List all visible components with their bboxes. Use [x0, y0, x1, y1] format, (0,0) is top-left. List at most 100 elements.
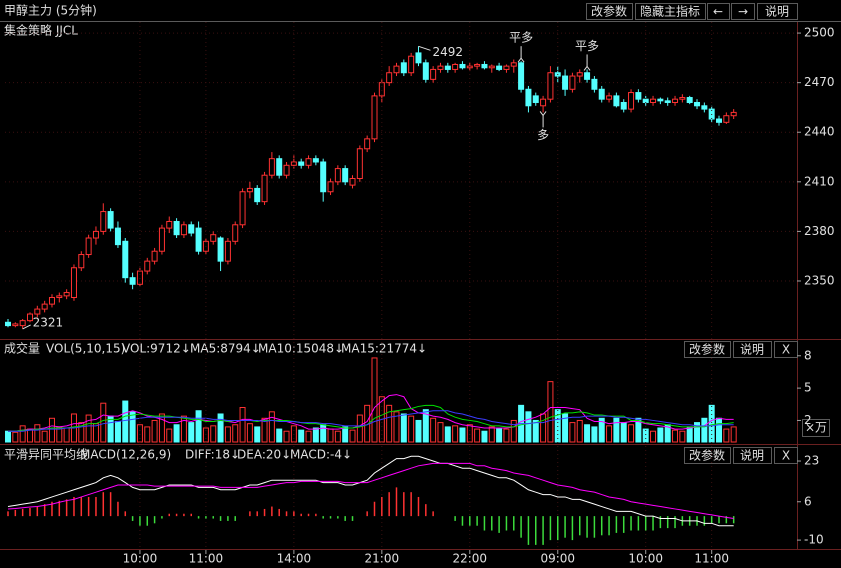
legend-entry: MACD:-4↓ — [290, 448, 352, 462]
candle-body — [180, 224, 187, 236]
y-tick-label: 5 — [804, 381, 812, 395]
candle-body — [114, 227, 121, 246]
y-tick-label: 8 — [804, 348, 812, 362]
button-label[interactable]: ← — [713, 5, 723, 19]
button[interactable]: 说明 — [757, 3, 798, 20]
candle-body — [371, 95, 378, 140]
candle-body — [415, 52, 422, 64]
button[interactable]: 改参数 — [684, 447, 731, 464]
button[interactable]: X — [774, 341, 798, 358]
button-label[interactable]: 说明 — [740, 342, 764, 357]
volume-bar — [525, 411, 532, 443]
button[interactable]: 改参数 — [586, 3, 633, 20]
button[interactable]: 改参数 — [684, 341, 731, 358]
button[interactable]: 说明 — [733, 341, 772, 358]
button-label[interactable]: 说明 — [740, 448, 764, 463]
candle-body — [334, 168, 341, 183]
signal-arrowhead — [539, 111, 547, 117]
candle-body — [217, 237, 224, 262]
x-tick-label: 10:00 — [123, 552, 158, 566]
candle-body — [488, 65, 495, 69]
candle-body — [166, 220, 173, 229]
y-tick-label: 2350 — [804, 273, 835, 287]
strategy-label: 集金策略 JJCL — [4, 23, 78, 38]
candle-body — [452, 63, 459, 70]
candle-body — [430, 68, 437, 80]
candle-body — [268, 158, 275, 176]
volume-bar — [679, 430, 686, 443]
candle-body — [437, 65, 444, 70]
signal-arrowhead — [583, 65, 591, 71]
candle-body — [547, 72, 554, 100]
candle-body — [569, 75, 576, 90]
button[interactable]: 说明 — [733, 447, 772, 464]
button-label[interactable]: 说明 — [765, 4, 789, 19]
candle-body — [342, 168, 349, 183]
candle-body — [320, 161, 327, 193]
candle-body — [312, 158, 319, 163]
button[interactable]: → — [731, 3, 755, 20]
y-tick-label: 23 — [804, 454, 819, 468]
volume-bar — [620, 422, 627, 443]
volume-bar — [540, 413, 547, 443]
button[interactable]: 隐藏主指标 — [635, 3, 706, 20]
volume-bar — [437, 422, 444, 443]
candle-body — [356, 148, 363, 180]
volume-bar — [716, 417, 723, 443]
button-label[interactable]: → — [738, 5, 748, 19]
candle-body — [5, 321, 11, 327]
candle-body — [19, 320, 26, 327]
volume-bar — [158, 413, 165, 443]
volume-bar — [78, 422, 85, 443]
button[interactable]: X — [774, 447, 798, 464]
candle-body — [474, 63, 481, 67]
button-label[interactable]: X — [782, 449, 790, 463]
candle-body — [576, 72, 583, 77]
legend-entry: MA5:8794↓ — [190, 342, 261, 356]
volume-bar — [393, 411, 400, 443]
candle-body — [613, 95, 620, 107]
button-label[interactable]: 改参数 — [689, 448, 725, 463]
volume-bar — [34, 424, 41, 443]
volume-bar — [85, 414, 92, 443]
high-label: 2492 — [432, 45, 463, 59]
button-label[interactable]: X — [782, 343, 790, 357]
button[interactable]: ← — [707, 3, 730, 20]
volume-bar — [415, 419, 422, 443]
indicator-line — [8, 404, 734, 432]
button-label[interactable]: 隐藏主指标 — [640, 4, 700, 19]
candle-body — [378, 82, 385, 97]
legend-entry: MA10:15048↓ — [258, 342, 344, 356]
volume-bar — [510, 419, 517, 443]
volume-bar — [122, 400, 129, 443]
volume-bar — [701, 417, 708, 443]
candle-body — [173, 220, 180, 236]
volume-bar — [232, 424, 239, 443]
candle-body — [305, 158, 312, 166]
volume-bar — [723, 428, 730, 443]
volume-bar — [488, 426, 495, 443]
candle-body — [701, 105, 708, 110]
x-tick-label: 11:00 — [189, 552, 224, 566]
volume-bar — [48, 417, 55, 443]
candle-body — [635, 92, 642, 100]
x-tick-label: 22:00 — [452, 552, 487, 566]
candle-body — [723, 115, 730, 123]
candle-body — [26, 313, 33, 322]
candle-body — [364, 138, 371, 150]
candle-body — [481, 63, 488, 69]
candle-body — [510, 62, 517, 67]
volume-bar — [305, 430, 312, 443]
volume-bar — [481, 430, 488, 443]
button-label[interactable]: 改参数 — [591, 4, 627, 19]
legend-entry: VOL:9712↓ — [122, 342, 191, 356]
volume-bar — [246, 423, 253, 443]
candle-body — [85, 237, 92, 256]
candle-body — [144, 260, 151, 272]
y-tick-label: 2470 — [804, 75, 835, 89]
candle-body — [408, 55, 415, 74]
button-label[interactable]: 改参数 — [689, 342, 725, 357]
candle-body — [129, 277, 136, 285]
